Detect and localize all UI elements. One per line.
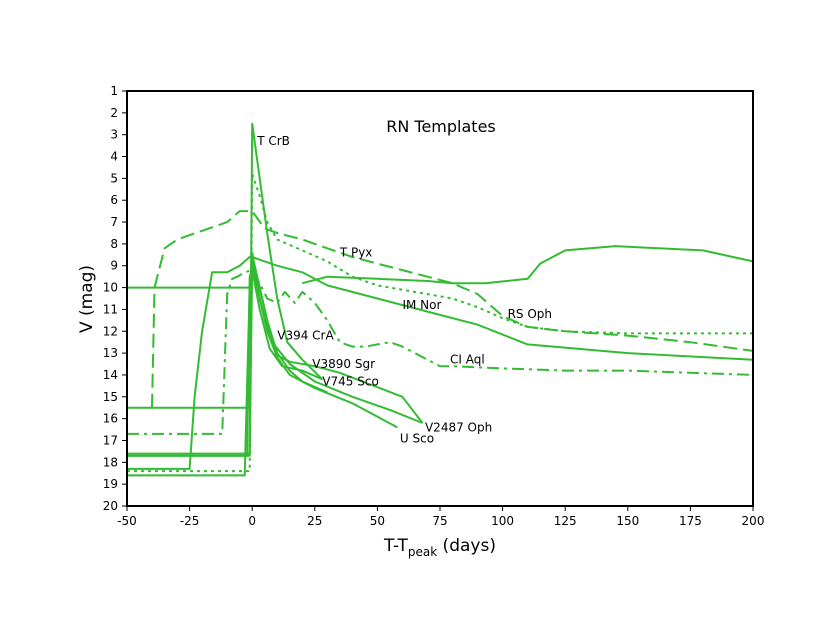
series-line-unlabeled-10 <box>302 245 754 285</box>
series-line-ci-aql <box>127 269 754 435</box>
x-tick-label-200: 200 <box>742 514 765 528</box>
x-tick-label-25: -25 <box>180 514 200 528</box>
x-axis-title-main: T-T <box>383 536 408 556</box>
y-tick-label-19: 19 <box>103 477 118 491</box>
x-tick-label-50: -50 <box>117 514 137 528</box>
series-line-v2487-oph <box>127 253 423 470</box>
y-tick-label-6: 6 <box>110 193 118 207</box>
y-tick-label-7: 7 <box>110 215 118 229</box>
x-axis: -50 -25 0 25 50 75 100 125 150 175 200 <box>117 506 764 528</box>
series-label-v3890-sgr: V3890 Sgr <box>312 357 375 371</box>
y-tick-label-8: 8 <box>110 237 118 251</box>
x-tick-label-125: 125 <box>554 514 577 528</box>
x-axis-title-sub: peak <box>408 545 437 559</box>
y-tick-label-2: 2 <box>110 106 118 120</box>
x-tick-label-75: 75 <box>432 514 447 528</box>
y-tick-label-9: 9 <box>110 259 118 273</box>
y-tick-label-10: 10 <box>103 281 118 295</box>
x-tick-label-0: 0 <box>248 514 256 528</box>
series-label-t-crb: T CrB <box>256 134 290 148</box>
series-label-v394-cra: V394 CrA <box>277 329 334 343</box>
y-tick-label-15: 15 <box>103 390 118 404</box>
x-tick-label-150: 150 <box>616 514 639 528</box>
y-tick-label-16: 16 <box>103 412 118 426</box>
y-tick-label-14: 14 <box>103 368 118 382</box>
y-tick-label-12: 12 <box>103 324 118 338</box>
y-tick-label-1: 1 <box>110 84 118 98</box>
x-tick-label-25: 25 <box>307 514 322 528</box>
series-layer <box>127 122 754 477</box>
y-tick-label-18: 18 <box>103 455 118 469</box>
series-line-u-sco <box>127 262 398 457</box>
y-tick-label-5: 5 <box>110 171 118 185</box>
series-label-im-nor: IM Nor <box>402 298 441 312</box>
series-label-ci-aql: CI Aql <box>450 353 485 367</box>
y-tick-label-13: 13 <box>103 346 118 360</box>
series-label-t-pyx: T Pyx <box>339 246 373 260</box>
x-tick-label-175: 175 <box>679 514 702 528</box>
y-tick-label-20: 20 <box>103 499 118 513</box>
y-tick-label-3: 3 <box>110 128 118 142</box>
series-label-rs-oph: RS Oph <box>508 307 552 321</box>
series-label-u-sco: U Sco <box>400 431 434 445</box>
y-tick-label-17: 17 <box>103 433 118 447</box>
y-axis-title: V (mag) <box>77 265 97 333</box>
y-tick-label-11: 11 <box>103 302 118 316</box>
series-label-v2487-oph: V2487 Oph <box>425 420 492 434</box>
series-label-v745-sco: V745 Sco <box>322 375 378 389</box>
x-tick-label-50: 50 <box>370 514 385 528</box>
y-tick-label-4: 4 <box>110 150 118 164</box>
x-axis-title-tail: (days) <box>437 536 496 556</box>
chart-title: RN Templates <box>386 117 496 136</box>
series-labels: T CrB T Pyx RS Oph IM Nor CI Aql V394 CrA V389… <box>256 134 552 445</box>
x-axis-title: T-Tpeak (days) <box>383 536 496 559</box>
x-tick-label-100: 100 <box>491 514 514 528</box>
